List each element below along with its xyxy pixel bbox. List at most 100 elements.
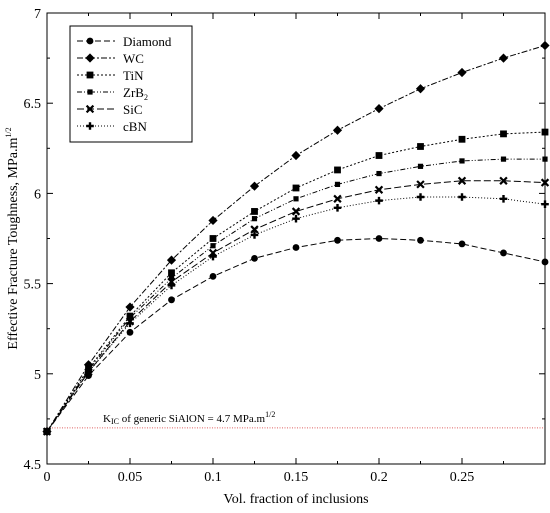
data-point-diamond (417, 237, 424, 244)
data-point-zrb-shape (501, 157, 506, 162)
data-point-tin-shape (168, 269, 175, 276)
data-point-diamond (500, 250, 507, 257)
legend-marker-zrb-shape (87, 89, 92, 94)
data-point-wc (333, 126, 342, 135)
data-point-tin-shape (376, 152, 383, 159)
data-point-tin (293, 185, 300, 192)
series-cbn (43, 193, 549, 435)
series-tin (44, 129, 549, 435)
data-point-diamond-shape (334, 237, 341, 244)
data-point-cbn (500, 195, 508, 203)
data-point-tin (210, 235, 217, 242)
x-tick-label: 0 (44, 470, 51, 485)
data-point-zrb (418, 164, 423, 169)
data-point-wc-shape (499, 54, 508, 63)
y-tick-label: 6.5 (24, 97, 42, 112)
data-point-tin-shape (417, 143, 424, 150)
data-point-diamond (459, 241, 466, 248)
data-point-cbn-shape (292, 215, 300, 223)
data-point-zrb-shape (376, 171, 381, 176)
legend-marker-diamond (87, 38, 94, 45)
data-point-zrb (335, 182, 340, 187)
data-point-wc (457, 68, 466, 77)
data-point-wc (291, 151, 300, 160)
data-point-diamond (210, 273, 217, 280)
data-point-sic-shape (376, 186, 383, 193)
data-point-wc (125, 302, 134, 311)
data-point-tin (417, 143, 424, 150)
data-point-zrb (459, 158, 464, 163)
data-point-cbn (209, 253, 217, 261)
series-line-diamond (47, 239, 545, 432)
legend-label-tin: TiN (123, 68, 144, 83)
data-point-tin-shape (500, 130, 507, 137)
data-point-sic-shape (293, 208, 300, 215)
y-tick-label: 5.5 (24, 278, 42, 293)
data-point-sic-shape (334, 195, 341, 202)
data-point-zrb (501, 157, 506, 162)
data-point-tin-shape (210, 235, 217, 242)
data-point-diamond-shape (210, 273, 217, 280)
data-point-diamond (251, 255, 258, 262)
data-point-diamond (334, 237, 341, 244)
data-point-cbn (375, 197, 383, 205)
data-point-tin-shape (293, 185, 300, 192)
reference-line-label: KIC of generic SiAlON = 4.7 MPa.m1/2 (103, 410, 275, 426)
y-tick-label: 7 (34, 7, 41, 22)
data-point-cbn-shape (209, 253, 217, 261)
data-point-diamond-shape (293, 244, 300, 251)
data-point-diamond-shape (417, 237, 424, 244)
data-point-zrb (210, 243, 215, 248)
data-point-cbn (292, 215, 300, 223)
x-tick-label: 0.05 (118, 470, 143, 485)
x-tick-label: 0.15 (284, 470, 309, 485)
data-point-zrb-shape (459, 158, 464, 163)
x-tick-label: 0.2 (370, 470, 388, 485)
legend-label-cbn: cBN (123, 119, 147, 134)
data-point-sic (376, 186, 383, 193)
legend-label-diamond: Diamond (123, 34, 172, 49)
data-point-cbn-shape (168, 282, 176, 290)
legend-marker-diamond-shape (87, 38, 94, 45)
data-point-tin-shape (251, 208, 258, 215)
data-point-sic (293, 208, 300, 215)
data-point-diamond (293, 244, 300, 251)
x-tick-label: 0.1 (204, 470, 222, 485)
data-point-zrb (252, 216, 257, 221)
y-axis-title: Effective Fracture Toughness, MPa.m1/2 (4, 127, 21, 349)
data-point-cbn (334, 204, 342, 212)
data-point-tin (334, 167, 341, 174)
data-point-cbn-shape (458, 193, 466, 201)
data-point-zrb-shape (293, 196, 298, 201)
data-point-tin (376, 152, 383, 159)
data-point-wc (416, 84, 425, 93)
x-axis-title: Vol. fraction of inclusions (223, 492, 368, 507)
data-point-wc (374, 104, 383, 113)
data-point-cbn (168, 282, 176, 290)
data-point-cbn-shape (334, 204, 342, 212)
data-point-wc-shape (457, 68, 466, 77)
series-line-tin (47, 132, 545, 431)
data-point-zrb (376, 171, 381, 176)
data-point-diamond (376, 235, 383, 242)
data-point-tin (459, 136, 466, 143)
data-point-diamond (127, 329, 134, 336)
data-point-zrb-shape (418, 164, 423, 169)
data-point-diamond-shape (127, 329, 134, 336)
legend-marker-tin-shape (87, 72, 94, 79)
data-point-zrb-shape (210, 243, 215, 248)
data-point-tin-shape (334, 167, 341, 174)
data-point-diamond (168, 296, 175, 303)
legend-label-wc: WC (123, 51, 144, 66)
x-tick-label: 0.25 (450, 470, 475, 485)
data-point-tin (500, 130, 507, 137)
data-point-diamond-shape (376, 235, 383, 242)
legend-label-sic: SiC (123, 102, 143, 117)
data-point-diamond-shape (168, 296, 175, 303)
y-tick-label: 5 (34, 368, 41, 383)
data-point-cbn (458, 193, 466, 201)
data-point-sic (334, 195, 341, 202)
data-point-diamond-shape (459, 241, 466, 248)
